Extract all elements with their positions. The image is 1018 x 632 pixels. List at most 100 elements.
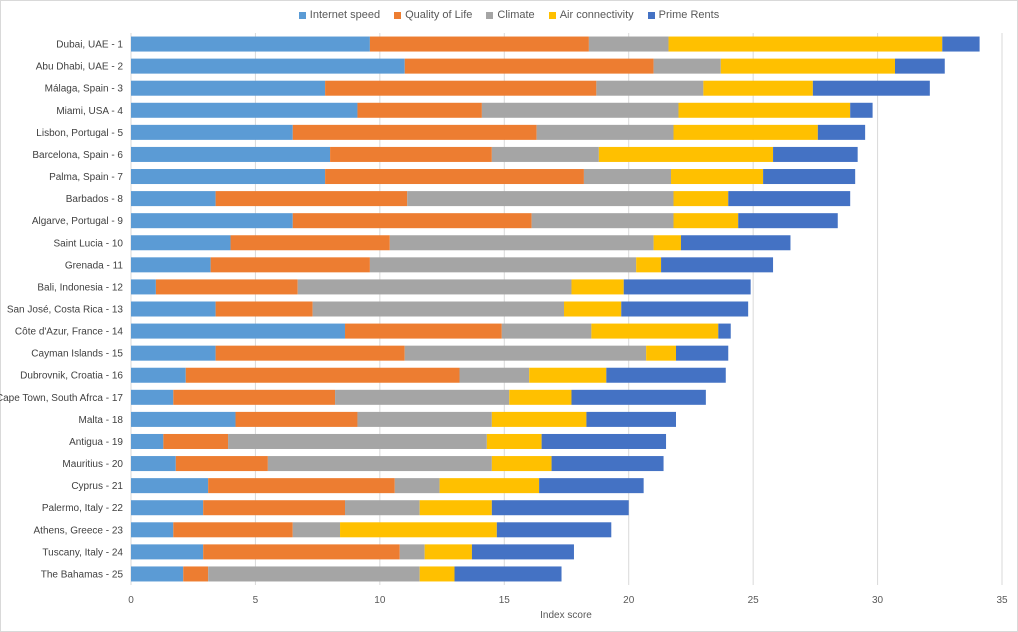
category-label: Saint Lucia - 10 — [54, 238, 124, 249]
category-label: Algarve, Portugal - 9 — [32, 216, 124, 227]
bar-prime-rents-12 — [623, 279, 751, 295]
bar-internet-speed-20 — [131, 456, 176, 472]
category-label: San José, Costa Rica - 13 — [7, 305, 124, 316]
legend-item-prime-rents: Prime Rents — [647, 9, 719, 21]
bar-air-connectivity-4 — [678, 102, 851, 118]
bar-prime-rents-2 — [894, 58, 945, 74]
bar-prime-rents-3 — [812, 80, 930, 96]
bar-air-connectivity-16 — [529, 367, 607, 383]
bar-internet-speed-18 — [131, 411, 236, 427]
bar-internet-speed-16 — [131, 367, 186, 383]
bar-quality-of-life-9 — [292, 213, 532, 229]
bar-climate-3 — [596, 80, 704, 96]
bar-internet-speed-19 — [131, 433, 164, 449]
bar-air-connectivity-20 — [491, 456, 552, 472]
bar-air-connectivity-2 — [720, 58, 895, 74]
category-label: Dubai, UAE - 1 — [56, 40, 123, 51]
category-label: Athens, Greece - 23 — [34, 525, 124, 536]
bar-air-connectivity-24 — [424, 544, 472, 560]
bar-internet-speed-21 — [131, 478, 209, 494]
x-tick-label: 20 — [623, 595, 635, 606]
x-tick-label: 35 — [996, 595, 1008, 606]
bar-prime-rents-15 — [675, 345, 729, 361]
bar-climate-8 — [407, 191, 674, 207]
category-label: Lisbon, Portugal - 5 — [36, 128, 123, 139]
category-label: Málaga, Spain - 3 — [45, 84, 124, 95]
bar-air-connectivity-9 — [673, 213, 739, 229]
bar-prime-rents-18 — [586, 411, 676, 427]
bar-climate-13 — [312, 301, 565, 317]
bar-prime-rents-6 — [773, 146, 858, 162]
bar-quality-of-life-14 — [345, 323, 502, 339]
bar-air-connectivity-19 — [486, 433, 542, 449]
bar-quality-of-life-6 — [330, 146, 492, 162]
x-axis-title: Index score — [540, 610, 592, 621]
chart-legend: Internet speed Quality of Life Climate A… — [0, 6, 1018, 24]
category-label: Cayman Islands - 15 — [31, 349, 123, 360]
category-label: The Bahamas - 25 — [41, 569, 124, 580]
category-label: Antigua - 19 — [69, 437, 123, 448]
bar-internet-speed-13 — [131, 301, 216, 317]
bar-quality-of-life-3 — [325, 80, 597, 96]
x-tick-label: 15 — [499, 595, 511, 606]
category-label: Bali, Indonesia - 12 — [37, 282, 123, 293]
bar-prime-rents-20 — [551, 456, 664, 472]
bar-prime-rents-7 — [763, 169, 856, 185]
legend-swatch-air-connectivity — [548, 11, 556, 19]
bar-internet-speed-2 — [131, 58, 405, 74]
bar-internet-speed-15 — [131, 345, 216, 361]
bar-climate-25 — [208, 566, 420, 582]
bar-quality-of-life-24 — [203, 544, 400, 560]
x-tick-labels: 0 5 10 15 20 25 30 35 — [128, 595, 1008, 606]
bar-climate-24 — [399, 544, 425, 560]
legend-item-air-connectivity: Air connectivity — [548, 9, 634, 21]
bar-prime-rents-21 — [539, 478, 644, 494]
bar-climate-5 — [536, 124, 674, 140]
bar-climate-15 — [404, 345, 647, 361]
bar-quality-of-life-16 — [185, 367, 460, 383]
bar-internet-speed-11 — [131, 257, 211, 273]
legend-item-internet-speed: Internet speed — [298, 9, 380, 21]
bar-internet-speed-22 — [131, 500, 204, 516]
bar-air-connectivity-15 — [646, 345, 676, 361]
bar-climate-21 — [394, 478, 440, 494]
bar-air-connectivity-3 — [703, 80, 813, 96]
bar-prime-rents-23 — [496, 522, 612, 538]
bar-climate-6 — [491, 146, 599, 162]
bar-internet-speed-17 — [131, 389, 174, 405]
legend-label-air-connectivity: Air connectivity — [559, 9, 634, 21]
bar-air-connectivity-5 — [673, 124, 818, 140]
bar-air-connectivity-22 — [419, 500, 492, 516]
bar-climate-23 — [292, 522, 341, 538]
category-label: Cape Town, South Afrca - 17 — [0, 393, 123, 404]
bar-air-connectivity-6 — [598, 146, 774, 162]
bar-quality-of-life-11 — [210, 257, 370, 273]
bar-quality-of-life-13 — [215, 301, 313, 317]
bar-quality-of-life-17 — [173, 389, 336, 405]
bar-internet-speed-3 — [131, 80, 326, 96]
bar-climate-14 — [501, 323, 592, 339]
x-tick-label: 10 — [374, 595, 386, 606]
category-label: Mauritius - 20 — [62, 459, 123, 470]
category-label: Palermo, Italy - 22 — [42, 503, 124, 514]
bar-prime-rents-13 — [621, 301, 749, 317]
bar-prime-rents-25 — [454, 566, 562, 582]
bar-prime-rents-5 — [817, 124, 866, 140]
bar-air-connectivity-8 — [673, 191, 729, 207]
bar-internet-speed-14 — [131, 323, 346, 339]
bar-internet-speed-4 — [131, 102, 358, 118]
bar-air-connectivity-1 — [668, 36, 943, 52]
legend-swatch-quality-of-life — [394, 11, 402, 19]
x-tick-label: 30 — [872, 595, 884, 606]
bar-climate-12 — [297, 279, 572, 295]
bar-air-connectivity-14 — [591, 323, 719, 339]
bar-internet-speed-7 — [131, 169, 326, 185]
bar-quality-of-life-21 — [208, 478, 395, 494]
bar-quality-of-life-25 — [183, 566, 209, 582]
bar-climate-20 — [267, 456, 492, 472]
category-labels: Dubai, UAE - 1 Abu Dhabi, UAE - 2 Málaga, … — [0, 40, 123, 581]
bar-air-connectivity-12 — [571, 279, 624, 295]
bar-climate-17 — [335, 389, 510, 405]
bar-prime-rents-10 — [680, 235, 791, 251]
